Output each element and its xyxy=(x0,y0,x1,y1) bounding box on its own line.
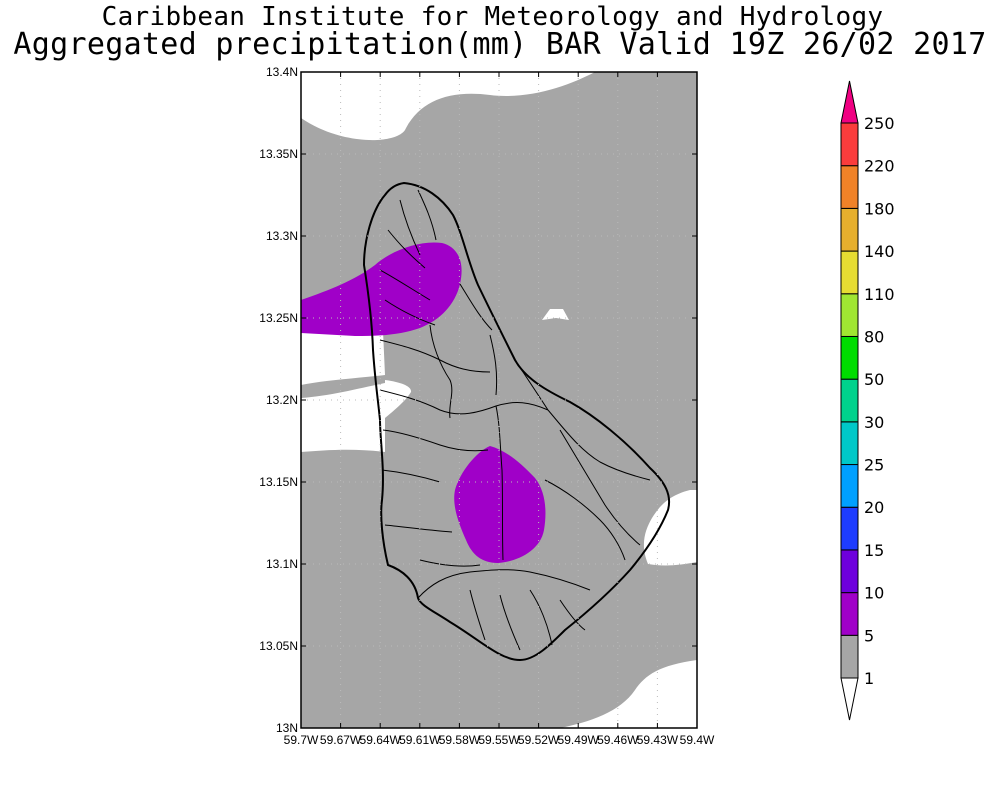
lat-tick-label: 13N xyxy=(276,721,298,735)
lon-tick-label: 59.7W xyxy=(284,733,319,747)
colorbar-label: 15 xyxy=(864,541,884,560)
colorbar-segment xyxy=(840,464,859,508)
colorbar-label: 180 xyxy=(864,199,895,218)
colorbar-label: 110 xyxy=(864,285,895,304)
lon-tick-label: 59.46W xyxy=(597,733,639,747)
precip-area-5-10mm-northwest xyxy=(301,242,462,336)
colorbar-segment xyxy=(840,506,859,551)
lon-tick-label: 59.43W xyxy=(637,733,679,747)
parish-boundaries xyxy=(379,189,651,651)
lon-tick-label: 59.58W xyxy=(439,733,481,747)
colorbar-below-triangle xyxy=(840,677,859,721)
colorbar-label: 250 xyxy=(864,114,895,133)
colorbar-segment xyxy=(840,335,859,380)
lat-tick-label: 13.4N xyxy=(266,65,298,79)
chart-title: Caribbean Institute for Meteorology and … xyxy=(101,2,884,32)
lon-tick-label: 59.55W xyxy=(478,733,520,747)
lon-tick-label: 59.4W xyxy=(680,733,715,747)
lat-tick-label: 13.2N xyxy=(266,393,298,407)
lat-tick-label: 13.1N xyxy=(266,557,298,571)
colorbar-segment xyxy=(840,293,859,337)
chart-subtitle: Aggregated precipitation(mm) BAR Valid 1… xyxy=(13,27,987,62)
small-clear-patch xyxy=(542,309,569,320)
lat-tick-label: 13.15N xyxy=(259,475,298,489)
colorbar-segment xyxy=(840,250,859,295)
lat-tick-label: 13.3N xyxy=(266,229,298,243)
colorbar-label: 80 xyxy=(864,327,884,346)
colorbar-above-triangle xyxy=(840,80,859,124)
lat-tick-label: 13.25N xyxy=(259,311,298,325)
colorbar-segment xyxy=(840,421,859,466)
colorbar-label: 1 xyxy=(864,669,874,688)
precip-area-5-10mm-central xyxy=(454,446,546,563)
colorbar-label: 50 xyxy=(864,370,884,389)
colorbar-label: 30 xyxy=(864,413,884,432)
lat-tick-label: 13.35N xyxy=(259,147,298,161)
colorbar-label: 20 xyxy=(864,498,884,517)
lon-tick-label: 59.64W xyxy=(360,733,402,747)
colorbar-segment xyxy=(840,592,859,636)
colorbar-segment xyxy=(840,207,859,252)
lon-tick-label: 59.61W xyxy=(399,733,441,747)
colorbar-label: 140 xyxy=(864,242,895,261)
lon-tick-label: 59.49W xyxy=(558,733,600,747)
colorbar-segment xyxy=(840,122,859,167)
map-grid xyxy=(301,72,697,728)
lon-tick-label: 59.52W xyxy=(518,733,560,747)
colorbar-label: 10 xyxy=(864,584,884,603)
colorbar-segment xyxy=(840,634,859,679)
west-clear-patch xyxy=(385,380,412,418)
colorbar-segment xyxy=(840,549,859,594)
colorbar-label: 5 xyxy=(864,626,874,645)
colorbar-segment xyxy=(840,165,859,209)
colorbar-label: 25 xyxy=(864,456,884,475)
lon-tick-label: 59.67W xyxy=(320,733,362,747)
colorbar-label: 220 xyxy=(864,157,895,176)
latitude-axis: 13.4N 13.35N 13.3N 13.25N 13.2N 13.15N 13.1N 13… xyxy=(259,65,697,735)
colorbar-segment xyxy=(840,378,859,423)
longitude-axis: 59.7W 59.67W59.64W59.61W59.58W59.55W59.52… xyxy=(284,72,715,747)
lat-tick-label: 13.05N xyxy=(259,639,298,653)
